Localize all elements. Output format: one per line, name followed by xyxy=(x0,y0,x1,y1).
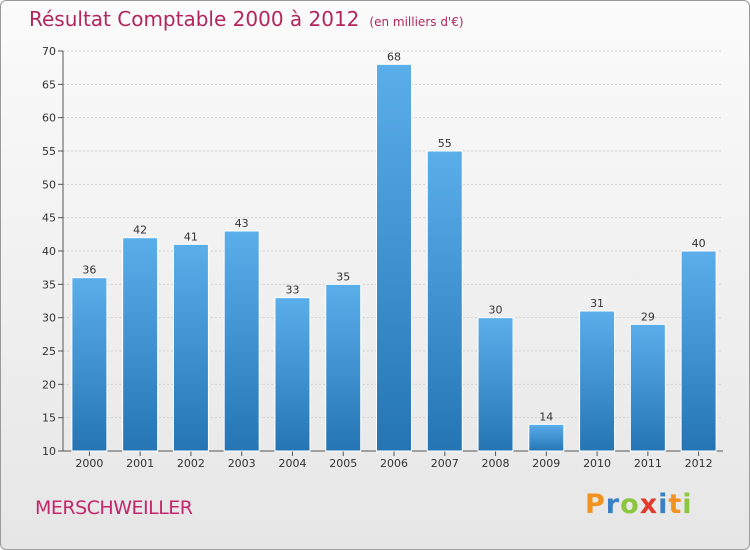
x-tick-label: 2008 xyxy=(482,457,510,470)
logo-letter: o xyxy=(620,489,640,520)
proxiti-logo[interactable]: Proxiti xyxy=(585,489,693,520)
y-tick-label: 40 xyxy=(42,245,56,258)
bar-value-label: 68 xyxy=(387,50,401,63)
bar-value-label: 33 xyxy=(285,284,299,297)
bar[interactable] xyxy=(528,423,565,452)
bar[interactable] xyxy=(579,310,616,452)
logo-letter: P xyxy=(585,489,606,520)
bar[interactable] xyxy=(680,250,717,452)
bar-value-label: 14 xyxy=(539,410,553,423)
bar[interactable] xyxy=(477,317,514,452)
bar-value-label: 36 xyxy=(82,264,96,277)
x-tick-label: 2003 xyxy=(228,457,256,470)
x-tick-label: 2004 xyxy=(278,457,306,470)
bar-value-label: 30 xyxy=(489,304,503,317)
x-tick-label: 2012 xyxy=(685,457,713,470)
commune-name: MERSCHWEILLER xyxy=(35,497,193,519)
x-tick-label: 2006 xyxy=(380,457,408,470)
x-tick-label: 2009 xyxy=(532,457,560,470)
bar[interactable] xyxy=(376,63,412,452)
bar[interactable] xyxy=(426,150,463,452)
y-tick-label: 25 xyxy=(42,345,56,358)
x-tick-label: 2005 xyxy=(329,457,357,470)
bar-value-label: 35 xyxy=(336,270,350,283)
x-tick-label: 2002 xyxy=(177,457,205,470)
logo-letter: x xyxy=(639,489,659,520)
bar[interactable] xyxy=(223,230,260,452)
logo-letter: i xyxy=(682,489,693,520)
bar-value-label: 29 xyxy=(641,310,655,323)
bar[interactable] xyxy=(629,323,666,452)
bar[interactable] xyxy=(325,283,362,452)
bar-chart: 10 15 20 25 30 35 40 45 50 55 60 65 70 2000 2001 2002 20… xyxy=(42,45,723,470)
y-tick-label: 55 xyxy=(42,145,56,158)
y-tick-label: 35 xyxy=(42,278,56,291)
y-tick-label: 65 xyxy=(42,78,56,91)
x-tick-label: 2000 xyxy=(75,457,103,470)
bar[interactable] xyxy=(274,297,311,452)
x-tick-label: 2007 xyxy=(431,457,459,470)
bar-value-label: 55 xyxy=(438,137,452,150)
x-tick-label: 2011 xyxy=(634,457,662,470)
y-tick-label: 70 xyxy=(42,45,56,58)
chart-title: Résultat Comptable 2000 à 2012 (en millie… xyxy=(29,7,464,31)
chart-title-text: Résultat Comptable 2000 à 2012 xyxy=(29,7,360,31)
y-tick-label: 45 xyxy=(42,212,56,225)
bar-value-label: 41 xyxy=(184,230,198,243)
logo-letter: r xyxy=(605,489,621,520)
chart-unit: (en milliers d'€) xyxy=(369,15,464,29)
logo-letter: t xyxy=(668,489,683,520)
x-tick-label: 2001 xyxy=(126,457,154,470)
bar-value-label: 31 xyxy=(590,297,604,310)
logo-letter: i xyxy=(658,489,669,520)
y-tick-label: 50 xyxy=(42,178,56,191)
y-tick-label: 60 xyxy=(42,112,56,125)
bar-value-label: 43 xyxy=(235,217,249,230)
y-tick-label: 10 xyxy=(42,445,56,458)
bar-value-label: 40 xyxy=(692,237,706,250)
bar[interactable] xyxy=(71,277,108,452)
bar[interactable] xyxy=(122,237,159,452)
x-tick-label: 2010 xyxy=(583,457,611,470)
y-tick-label: 20 xyxy=(42,378,56,391)
y-tick-label: 30 xyxy=(42,312,56,325)
y-tick-label: 15 xyxy=(42,412,56,425)
bar[interactable] xyxy=(172,243,209,452)
bar-value-label: 42 xyxy=(133,224,147,237)
